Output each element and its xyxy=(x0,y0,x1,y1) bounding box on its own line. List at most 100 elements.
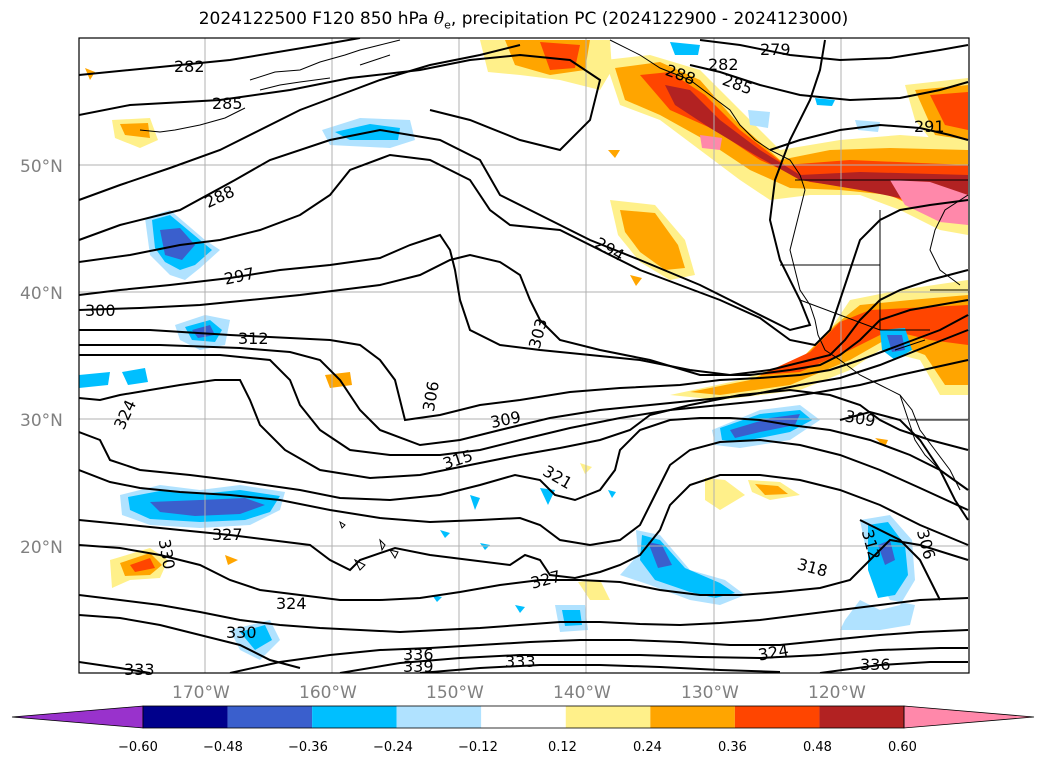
colorbar: −0.60 −0.48 −0.36 −0.24 −0.12 0.12 0.24 … xyxy=(11,705,1035,755)
theta-subscript: e xyxy=(444,18,451,32)
lon-label-140w: 140°W xyxy=(553,683,611,703)
contour-label: 312 xyxy=(238,329,269,348)
contour-label: 282 xyxy=(174,57,205,76)
contour-label: 336 xyxy=(403,645,434,664)
contour-line xyxy=(79,614,301,669)
precip-region xyxy=(620,210,685,270)
lon-axis-labels: 170°W 160°W 150°W 140°W 130°W 120°W xyxy=(172,683,866,703)
colorbar-cell xyxy=(650,706,735,728)
contour-line xyxy=(79,379,969,480)
map-frame xyxy=(78,37,970,674)
colorbar-tick-label: −0.48 xyxy=(203,740,243,755)
colorbar-cell xyxy=(481,706,566,728)
colorbar-tick-label: −0.60 xyxy=(118,740,158,755)
coastline-west-us xyxy=(789,189,969,491)
lon-label-170w: 170°W xyxy=(172,683,230,703)
contour-line xyxy=(79,354,969,456)
title-prefix: 2024122500 F120 850 hPa xyxy=(198,9,434,29)
lat-label-20n: 20°N xyxy=(20,538,63,558)
colorbar-cell xyxy=(819,706,904,728)
lat-label-50n: 50°N xyxy=(20,157,63,177)
contour-line xyxy=(79,329,969,447)
colorbar-cell xyxy=(227,706,313,728)
contour-line xyxy=(689,64,969,102)
precip-region xyxy=(608,490,616,498)
hawaii xyxy=(339,520,399,571)
precip-region xyxy=(240,625,272,650)
precip-region xyxy=(608,150,620,158)
colorbar-tick-label: −0.36 xyxy=(288,740,328,755)
contour-line xyxy=(859,519,941,601)
contour-line xyxy=(79,153,969,347)
lon-label-160w: 160°W xyxy=(299,683,357,703)
contour-line xyxy=(229,629,969,673)
contour-line xyxy=(79,44,521,201)
colorbar-tick-label: 0.36 xyxy=(718,740,747,755)
lat-label-30n: 30°N xyxy=(20,411,63,431)
colorbar-tick-label: 0.60 xyxy=(888,740,917,755)
precip-region xyxy=(730,414,800,438)
contour-label: 327 xyxy=(212,525,243,544)
page-title: 2024122500 F120 850 hPa θe, precipitatio… xyxy=(0,9,1047,31)
colorbar-tick-labels: −0.60 −0.48 −0.36 −0.24 −0.12 0.12 0.24 … xyxy=(118,740,917,755)
lon-label-130w: 130°W xyxy=(681,683,739,703)
contour-label: 330 xyxy=(226,623,257,642)
contour-line xyxy=(79,314,969,422)
lat-label-40n: 40°N xyxy=(20,284,63,304)
theta-e-contours xyxy=(79,38,969,673)
precip-region xyxy=(648,542,672,568)
colorbar-cell xyxy=(565,706,651,728)
colorbar-tick-label: 0.48 xyxy=(803,740,832,755)
precip-region xyxy=(700,135,722,150)
contour-label: 285 xyxy=(212,94,243,113)
precip-region xyxy=(562,610,582,626)
precip-region xyxy=(930,92,968,130)
contour-line xyxy=(79,474,969,580)
coastline-alaska xyxy=(139,39,401,133)
contour-line xyxy=(79,38,361,76)
colorbar-cell xyxy=(143,706,228,728)
contour-line xyxy=(79,647,968,673)
contour-line xyxy=(79,594,969,634)
precip-region xyxy=(630,275,642,286)
colorbar-extend-high xyxy=(903,705,1035,729)
contour-line xyxy=(79,417,969,502)
theta-symbol: θ xyxy=(433,9,445,29)
precip-region xyxy=(705,478,745,510)
contour-label: 282 xyxy=(708,55,739,74)
precip-region xyxy=(440,530,450,538)
precip-region xyxy=(160,228,195,260)
state-borders xyxy=(780,179,968,421)
lon-label-150w: 150°W xyxy=(426,683,484,703)
title-suffix: , precipitation PC (2024122900 - 2024123… xyxy=(450,9,849,29)
colorbar-tick-label: 0.24 xyxy=(633,740,662,755)
precip-region xyxy=(79,372,110,388)
coastlines xyxy=(139,39,969,571)
precip-region xyxy=(540,42,580,70)
contour-label: 279 xyxy=(760,40,791,59)
colorbar-cell xyxy=(734,706,820,728)
colorbar-cell xyxy=(396,706,482,728)
coastline-alaska-panhandle xyxy=(609,39,806,191)
contour-line xyxy=(769,123,969,151)
precip-region xyxy=(515,605,525,613)
precip-region xyxy=(225,555,238,565)
lon-label-120w: 120°W xyxy=(808,683,866,703)
colorbar-frame xyxy=(142,705,905,729)
precip-region xyxy=(130,558,155,572)
contour-line xyxy=(419,661,968,673)
contour-label: 339 xyxy=(403,657,434,676)
contour-line xyxy=(79,538,969,601)
colorbar-tick-label: −0.24 xyxy=(373,740,413,755)
colorbar-tick-label: −0.12 xyxy=(458,740,498,755)
contour-line xyxy=(699,39,969,62)
contour-label: 333 xyxy=(505,652,536,671)
contour-line xyxy=(79,438,969,547)
precip-region xyxy=(890,180,968,225)
precip-region xyxy=(192,325,215,338)
precip-region xyxy=(470,495,480,510)
colorbar-tick-label: 0.12 xyxy=(548,740,577,755)
lat-axis-labels: 50°N 40°N 30°N 20°N xyxy=(20,157,63,558)
contour-label: 291 xyxy=(914,117,945,136)
